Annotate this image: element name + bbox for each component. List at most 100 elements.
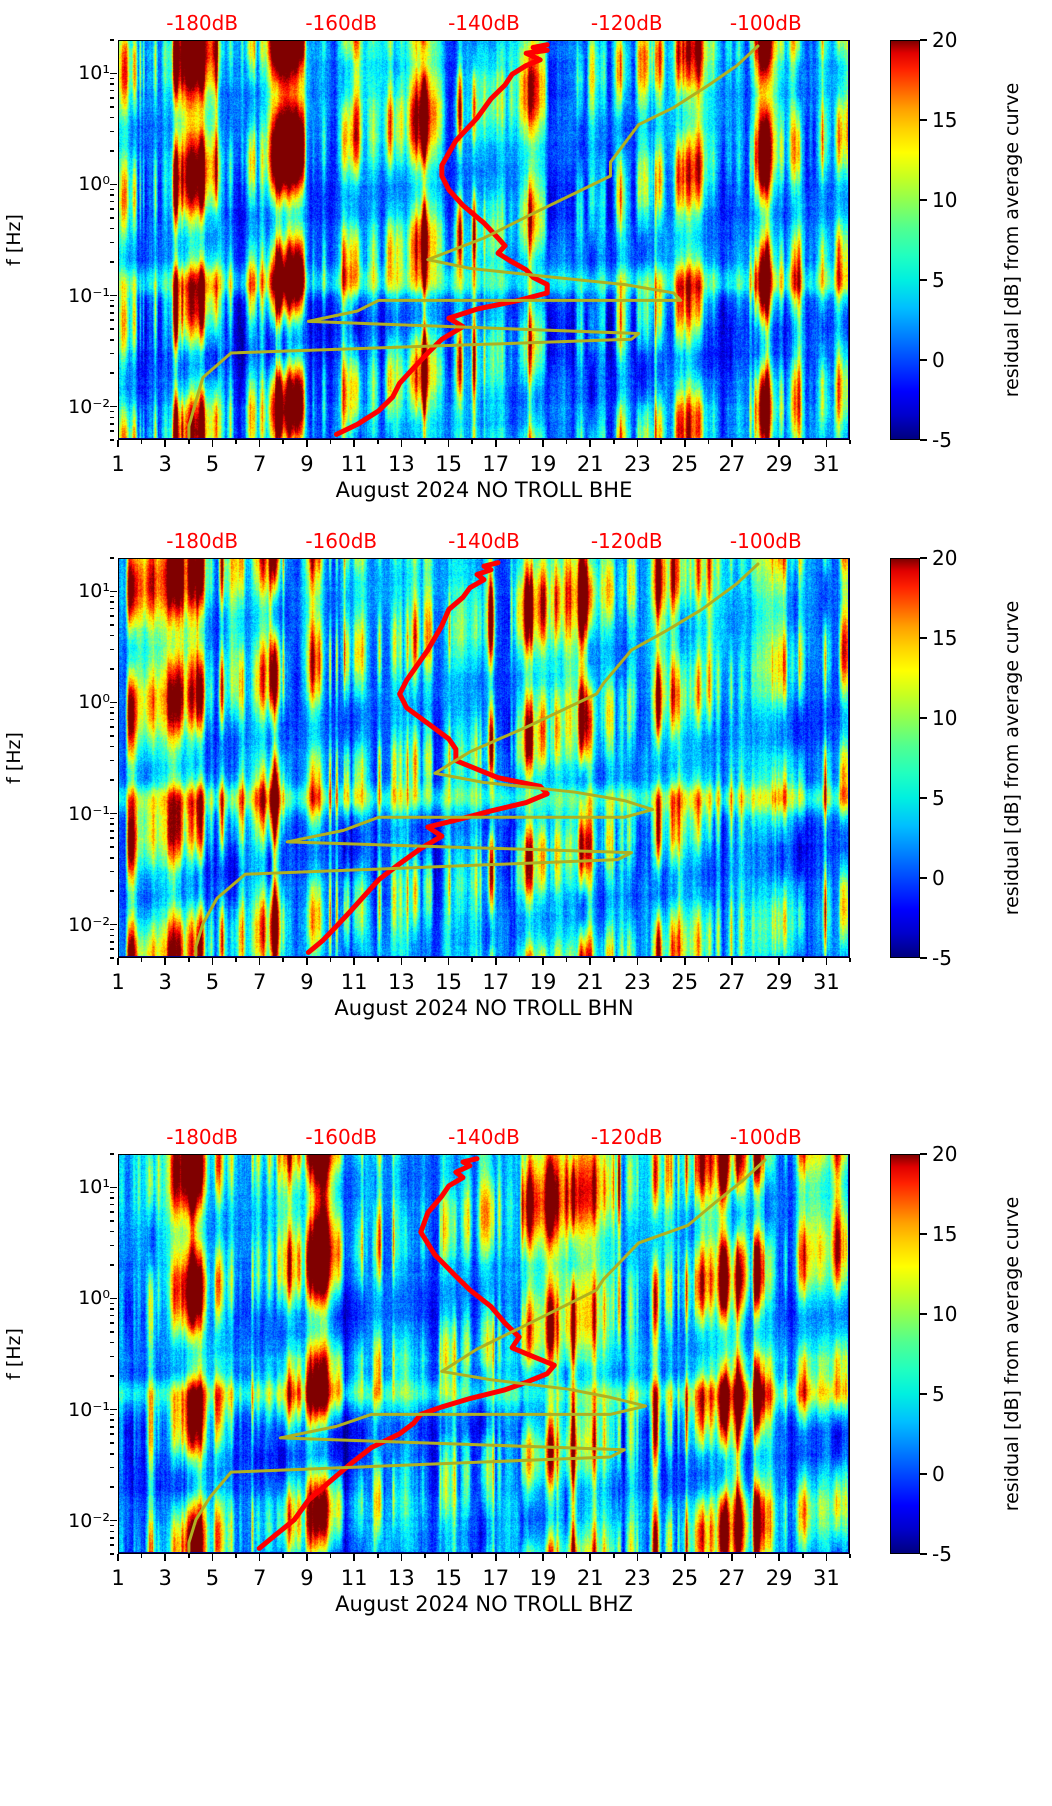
y-minor-tick	[110, 1322, 114, 1324]
x-axis-title: August 2024 NO TROLL BHZ	[335, 1592, 633, 1616]
y-minor-tick	[110, 1153, 114, 1155]
colorbar-tick-mark	[920, 1313, 927, 1315]
top-db-label: -160dB	[305, 1125, 378, 1149]
y-minor-tick	[110, 150, 114, 152]
x-minor-tick	[188, 440, 190, 444]
y-minor-tick	[110, 188, 114, 191]
y-minor-tick	[110, 352, 114, 355]
x-minor-tick	[329, 958, 332, 962]
colorbar-tick-label: -5	[932, 428, 952, 452]
top-db-label: -160dB	[305, 11, 378, 35]
x-tick-mark	[636, 1554, 639, 1561]
spectrogram-image	[119, 1155, 848, 1552]
top-db-label: -140dB	[448, 1125, 520, 1149]
x-tick-label: 29	[765, 970, 793, 994]
y-axis: 10¹ 10⁰ 10⁻¹ 10⁻²	[0, 1153, 117, 1555]
y-minor-tick	[110, 410, 114, 413]
x-minor-tick	[518, 1554, 521, 1558]
y-tick-mark	[110, 72, 117, 75]
x-minor-tick	[140, 440, 143, 444]
top-db-axis: -180dB -160dB -140dB -120dB -100dB	[118, 10, 850, 36]
colorbar-tick-label: 20	[932, 1142, 958, 1166]
x-tick-mark	[306, 440, 308, 447]
x-tick-label: 19	[529, 1566, 557, 1590]
top-db-label: -100dB	[729, 529, 802, 553]
top-db-label: -180dB	[166, 1125, 239, 1149]
x-minor-tick	[754, 440, 757, 444]
colorbar-title: residual [dB] from average curve	[1001, 1196, 1023, 1512]
x-tick-label: 1	[111, 452, 125, 476]
x-tick-mark	[731, 440, 733, 447]
x-tick-label: 5	[205, 1566, 220, 1590]
x-tick-label: 21	[576, 1566, 604, 1590]
x-minor-tick	[754, 958, 757, 962]
y-minor-tick	[110, 328, 114, 330]
x-tick-label: 7	[252, 1566, 267, 1590]
y-minor-tick	[110, 928, 114, 931]
colorbar-tick-label: -5	[932, 946, 952, 970]
x-minor-tick	[376, 1554, 379, 1558]
y-tick-mark	[110, 1297, 117, 1300]
x-tick-mark	[117, 1554, 119, 1561]
x-minor-tick	[471, 440, 473, 444]
y-minor-tick	[110, 1302, 114, 1305]
y-minor-tick	[110, 319, 114, 321]
x-tick-mark	[353, 1554, 355, 1561]
y-minor-tick	[110, 870, 114, 873]
y-tick-label: 10⁻²	[68, 1509, 110, 1532]
colorbar-tick-mark	[920, 797, 927, 799]
x-tick-label: 13	[387, 970, 415, 994]
x-tick-label: 31	[813, 1566, 840, 1590]
y-minor-tick	[110, 1553, 114, 1555]
y-minor-tick	[110, 712, 114, 715]
x-tick-label: 9	[300, 452, 314, 476]
x-tick-label: 29	[765, 1566, 793, 1590]
x-tick-mark	[542, 440, 544, 447]
y-tick-label: 10¹	[78, 580, 110, 603]
x-tick-label: 25	[671, 970, 699, 994]
colorbar-tick-label: 10	[932, 1302, 958, 1326]
y-minor-tick	[110, 1308, 114, 1311]
y-tick-mark	[110, 405, 117, 408]
top-db-axis: -180dB -160dB -140dB -120dB -100dB	[118, 528, 850, 554]
colorbar-tick-mark	[920, 1233, 927, 1235]
x-tick-mark	[353, 958, 355, 965]
spectrogram-panel-bhz: -180dB -160dB -140dB -120dB -100dB 10¹ 10⁰ 10⁻¹…	[0, 1114, 1052, 1694]
colorbar	[890, 1154, 920, 1554]
y-minor-tick	[110, 311, 114, 314]
y-minor-tick	[110, 779, 114, 781]
x-tick-mark	[683, 1554, 686, 1561]
colorbar-tick-mark	[920, 439, 927, 441]
x-tick-label: 27	[718, 970, 746, 994]
x-minor-tick	[518, 958, 521, 962]
x-tick-label: 23	[624, 970, 651, 994]
curve-overlay	[194, 560, 760, 957]
x-minor-tick	[801, 440, 804, 444]
x-tick-label: 1	[111, 1566, 125, 1590]
x-minor-tick	[188, 958, 190, 962]
y-minor-tick	[110, 1375, 114, 1377]
x-tick-label: 15	[435, 970, 462, 994]
colorbar-title: residual [dB] from average curve	[1001, 82, 1023, 398]
x-tick-mark	[495, 440, 497, 447]
colorbar-tick-mark	[920, 637, 927, 639]
x-minor-tick	[849, 1554, 851, 1558]
plot-area	[118, 558, 850, 958]
x-tick-label: 9	[300, 1566, 314, 1590]
y-minor-tick	[110, 718, 114, 721]
y-minor-tick	[110, 934, 114, 937]
y-minor-tick	[110, 1536, 114, 1539]
x-minor-tick	[282, 958, 285, 962]
top-db-label: -120dB	[590, 11, 663, 35]
x-minor-tick	[471, 958, 473, 962]
x-minor-tick	[235, 958, 237, 962]
y-minor-tick	[110, 846, 114, 848]
y-minor-tick	[110, 241, 114, 244]
y-tick-label: 10⁻¹	[68, 802, 110, 825]
y-minor-tick	[110, 634, 114, 637]
colorbar-tick-label: 5	[932, 268, 945, 292]
y-minor-tick	[110, 648, 114, 651]
x-minor-tick	[188, 1554, 190, 1558]
x-tick-mark	[164, 1554, 167, 1561]
x-minor-tick	[235, 440, 237, 444]
